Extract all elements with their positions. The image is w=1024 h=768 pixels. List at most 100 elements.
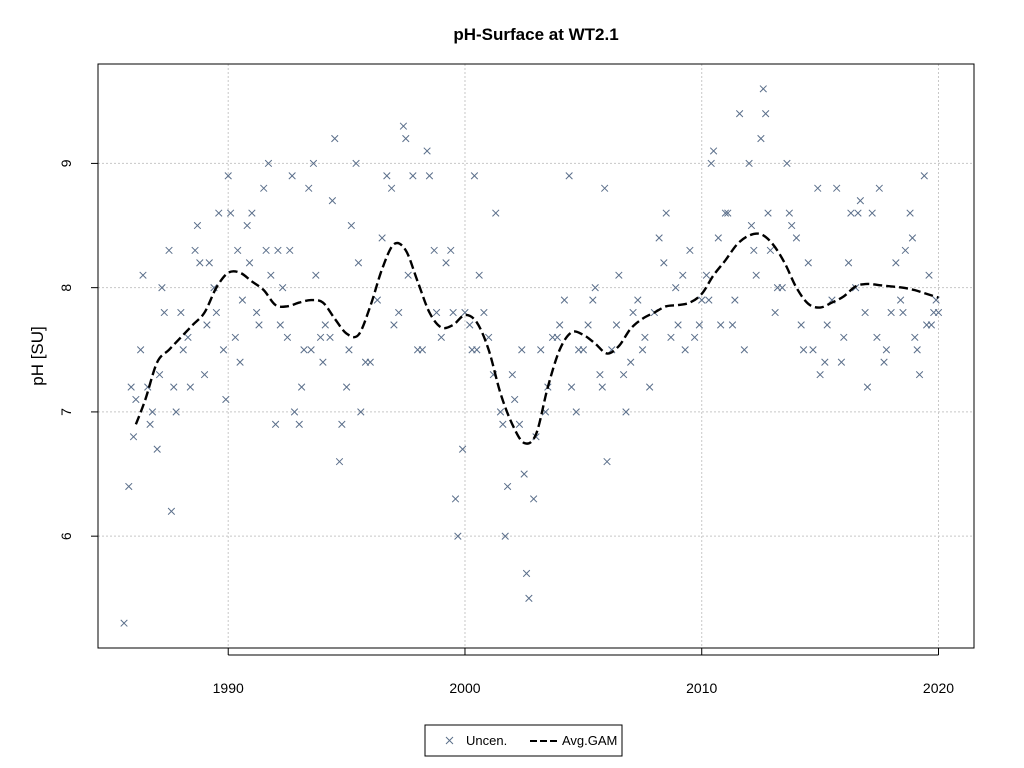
data-point: [248, 209, 256, 217]
data-point: [129, 433, 138, 441]
data-point: [927, 321, 936, 329]
data-point: [645, 383, 654, 391]
data-point: [908, 234, 917, 242]
data-point: [679, 271, 687, 279]
data-point: [856, 197, 865, 205]
data-point: [778, 284, 786, 292]
data-point: [120, 619, 128, 627]
legend-label-uncen: Uncen.: [466, 733, 507, 748]
data-point: [515, 420, 524, 428]
data-point: [267, 271, 275, 279]
data-point: [165, 246, 173, 255]
data-point: [579, 346, 588, 354]
data-point: [286, 246, 294, 255]
data-point: [705, 296, 713, 304]
data-point: [158, 284, 166, 292]
data-point: [560, 296, 569, 304]
x-tick-label: 1990: [213, 680, 244, 696]
data-point: [861, 308, 869, 317]
data-point: [430, 246, 438, 255]
data-point: [451, 495, 460, 503]
data-point: [335, 457, 344, 466]
data-point: [892, 259, 900, 267]
data-point: [520, 470, 528, 478]
data-point: [622, 408, 630, 416]
data-point: [721, 209, 730, 217]
data-point: [747, 221, 756, 230]
data-point: [139, 271, 147, 279]
data-point: [662, 209, 670, 217]
data-point: [404, 271, 412, 279]
data-point: [399, 122, 408, 130]
y-tick-label: 8: [58, 284, 74, 292]
data-point: [458, 445, 467, 453]
data-point: [484, 333, 493, 342]
data-point: [338, 420, 346, 428]
data-point: [226, 209, 235, 217]
data-point: [345, 346, 353, 354]
data-point: [193, 221, 202, 230]
data-point: [470, 172, 479, 180]
data-point: [395, 308, 403, 317]
data-point: [245, 259, 254, 267]
data-point: [475, 271, 483, 279]
data-point: [203, 321, 211, 329]
data-point: [503, 482, 512, 491]
data-point: [837, 358, 846, 366]
data-point: [432, 308, 441, 317]
data-point: [854, 209, 862, 217]
data-point: [899, 308, 907, 317]
data-point: [731, 296, 739, 304]
data-point: [863, 383, 872, 391]
data-point: [234, 246, 242, 255]
data-point: [567, 383, 576, 391]
data-point: [279, 284, 287, 292]
data-point: [148, 408, 157, 416]
data-point: [383, 172, 391, 180]
data-point: [873, 333, 881, 342]
data-point: [681, 346, 689, 354]
data-point: [387, 184, 396, 192]
data-point: [816, 370, 824, 379]
data-point: [347, 221, 355, 230]
data-point: [186, 383, 194, 391]
data-point: [724, 209, 732, 217]
data-point: [634, 296, 642, 304]
data-point: [814, 184, 822, 192]
data-point: [584, 321, 592, 329]
data-point: [596, 370, 604, 379]
data-point: [409, 172, 417, 180]
data-point: [295, 420, 303, 428]
data-point: [290, 408, 299, 416]
data-point: [740, 346, 748, 354]
data-point: [423, 147, 431, 155]
data-point: [366, 358, 374, 366]
data-point: [752, 271, 760, 279]
data-point: [844, 259, 853, 267]
data-point: [271, 420, 280, 428]
data-point: [264, 159, 273, 168]
data-point: [745, 159, 753, 168]
y-tick-label: 9: [58, 159, 74, 167]
data-point: [589, 296, 597, 304]
x-axis: 1990 2000 2010 2020: [213, 648, 954, 696]
data-point: [499, 420, 507, 428]
data-point: [529, 495, 538, 503]
data-point: [231, 333, 239, 342]
data-point: [155, 370, 164, 379]
x-tick-label: 2010: [686, 680, 717, 696]
data-point: [572, 408, 580, 416]
data-point: [598, 383, 606, 391]
x-tick-label: 2000: [449, 680, 480, 696]
data-point: [612, 321, 621, 329]
data-point: [809, 346, 817, 354]
data-point: [591, 284, 599, 292]
data-point: [354, 259, 363, 267]
data-point: [757, 134, 765, 143]
data-point: [454, 532, 462, 540]
data-point: [799, 346, 808, 354]
data-point: [260, 184, 268, 192]
data-point: [480, 308, 488, 317]
data-point: [601, 184, 609, 192]
data-point: [205, 259, 213, 267]
